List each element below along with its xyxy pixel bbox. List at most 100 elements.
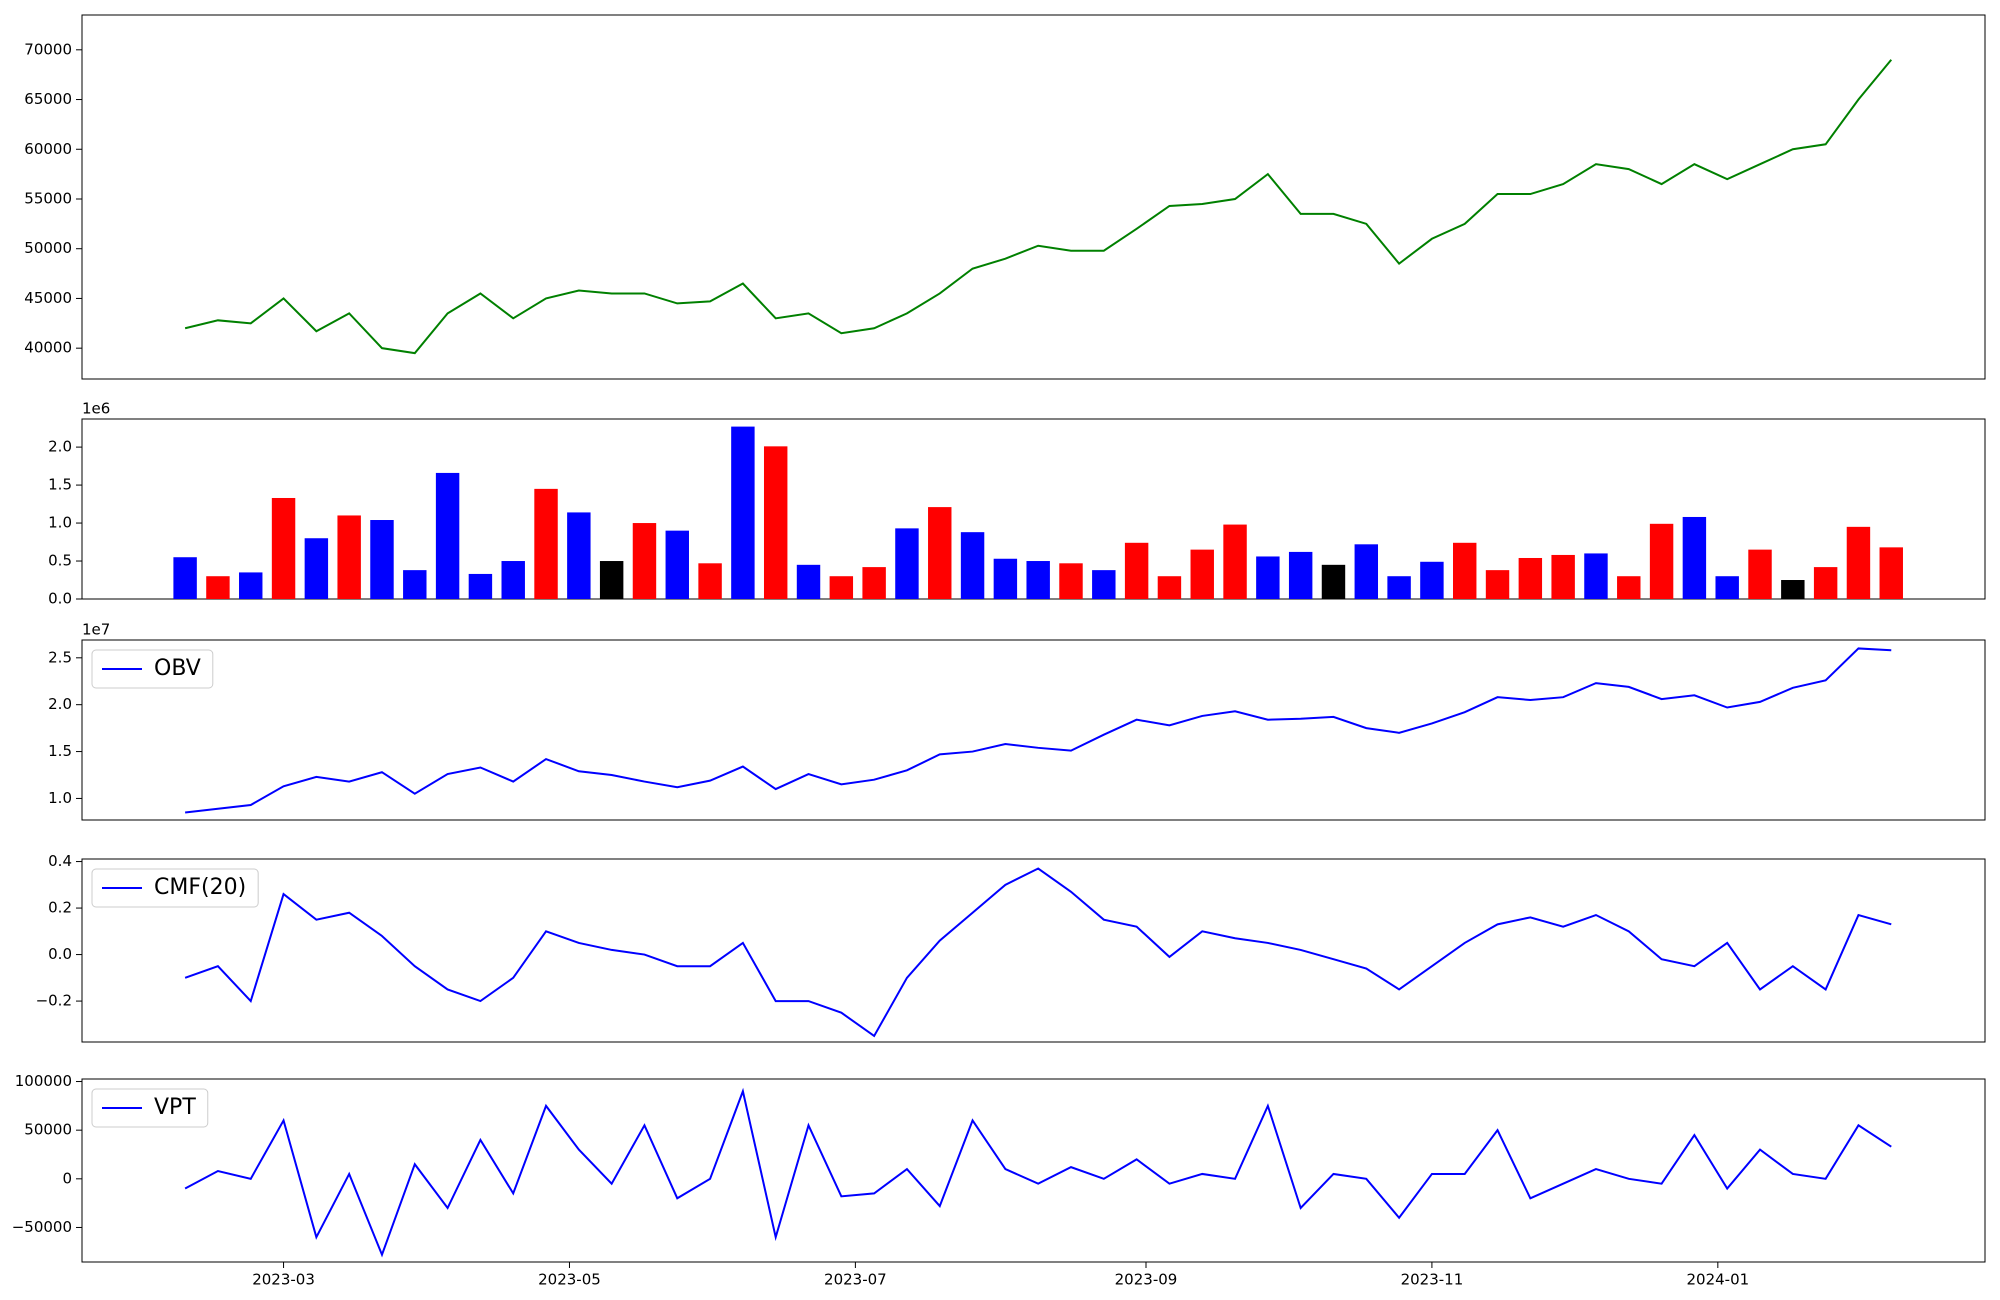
bar	[1846, 526, 1871, 599]
x-tick-label: 2023-07	[824, 1271, 887, 1289]
bar	[1584, 553, 1608, 599]
legend-box	[91, 868, 259, 908]
x-tick-label: 2023-09	[1115, 1271, 1178, 1289]
bar	[1288, 551, 1313, 599]
offset-label: 1e7	[82, 621, 110, 639]
bar	[206, 576, 230, 599]
bar	[796, 564, 821, 599]
bar	[1157, 576, 1182, 599]
y-tick-label: 50000	[24, 1121, 72, 1139]
bar	[1682, 516, 1707, 599]
axes-frame	[81, 1078, 1986, 1263]
axes-frame	[81, 858, 1986, 1043]
y-tick-label: 0.5	[48, 552, 72, 570]
bar	[599, 561, 624, 599]
axes-frame	[81, 14, 1986, 380]
bar	[1485, 570, 1510, 599]
x-tick-label: 2024-01	[1686, 1271, 1749, 1289]
y-tick-label: 100000	[15, 1072, 72, 1090]
bar	[1551, 554, 1575, 599]
bar	[1026, 561, 1050, 599]
y-tick-label: 2.0	[48, 695, 72, 713]
bar	[1649, 523, 1674, 599]
line	[184, 1087, 1892, 1258]
bar	[862, 567, 886, 599]
bar	[829, 576, 854, 599]
y-tick-label: 50000	[24, 239, 72, 257]
y-tick-label: 1.0	[48, 789, 72, 807]
bar	[435, 472, 460, 599]
bar	[468, 573, 493, 599]
bar	[1813, 567, 1838, 599]
legend-box	[91, 649, 214, 689]
bar	[632, 523, 657, 599]
y-tick-label: 1.0	[48, 514, 72, 532]
bar	[928, 507, 952, 599]
bar	[1256, 556, 1280, 599]
y-tick-label: 0.2	[48, 899, 72, 917]
bar	[1617, 576, 1641, 599]
bar	[304, 538, 329, 599]
bar	[1223, 524, 1247, 599]
y-tick-label: 1.5	[48, 742, 72, 760]
y-tick-label: 65000	[24, 90, 72, 108]
bar	[1190, 549, 1214, 599]
legend-text: OBV	[154, 656, 201, 681]
x-tick-label: 2023-05	[538, 1271, 601, 1289]
legend-text: CMF(20)	[154, 875, 246, 900]
y-tick-label: 45000	[24, 289, 72, 307]
y-tick-label: −50000	[12, 1218, 72, 1236]
bar	[763, 446, 788, 599]
y-tick-label: 0.0	[48, 945, 72, 963]
bar	[1781, 580, 1805, 599]
legend-text: VPT	[154, 1095, 196, 1120]
y-tick-label: −0.2	[36, 992, 72, 1010]
bar	[960, 532, 985, 599]
bar	[698, 563, 722, 599]
bar	[1354, 544, 1379, 599]
bar	[173, 557, 197, 599]
bar	[1092, 570, 1116, 599]
bar	[895, 528, 919, 599]
bar	[271, 497, 296, 599]
bar	[1715, 576, 1739, 599]
bar	[1748, 549, 1772, 599]
y-tick-label: 0.4	[48, 852, 72, 870]
y-tick-label: 60000	[24, 140, 72, 158]
y-tick-label: 0.0	[48, 590, 72, 608]
bar	[239, 572, 263, 599]
line	[185, 647, 1892, 814]
y-tick-label: 40000	[24, 339, 72, 357]
bar	[1387, 576, 1411, 599]
bar	[1420, 561, 1444, 599]
offset-label: 1e6	[82, 400, 110, 418]
x-tick-label: 2023-11	[1401, 1271, 1464, 1289]
bar	[1124, 542, 1149, 599]
bar	[501, 561, 525, 599]
bar	[370, 520, 394, 599]
bar	[1059, 563, 1083, 599]
line	[184, 867, 1892, 1038]
bar	[993, 558, 1018, 599]
bar	[1453, 542, 1477, 599]
y-tick-label: 2.5	[48, 648, 72, 666]
bar	[1518, 557, 1543, 599]
y-tick-label: 70000	[24, 40, 72, 58]
legend-box	[91, 1088, 209, 1128]
bar	[731, 426, 755, 599]
bar	[665, 530, 689, 599]
line	[184, 59, 1893, 355]
y-tick-label: 1.5	[48, 476, 72, 494]
bar	[567, 512, 591, 599]
axes-frame	[81, 639, 1986, 821]
bar	[1879, 547, 1903, 599]
y-tick-label: 55000	[24, 189, 72, 207]
bar	[403, 570, 427, 599]
x-tick-label: 2023-03	[252, 1271, 315, 1289]
y-tick-label: 0	[62, 1169, 72, 1187]
bar	[337, 515, 361, 599]
bar	[1321, 564, 1346, 599]
bar	[534, 488, 558, 599]
y-tick-label: 2.0	[48, 438, 72, 456]
